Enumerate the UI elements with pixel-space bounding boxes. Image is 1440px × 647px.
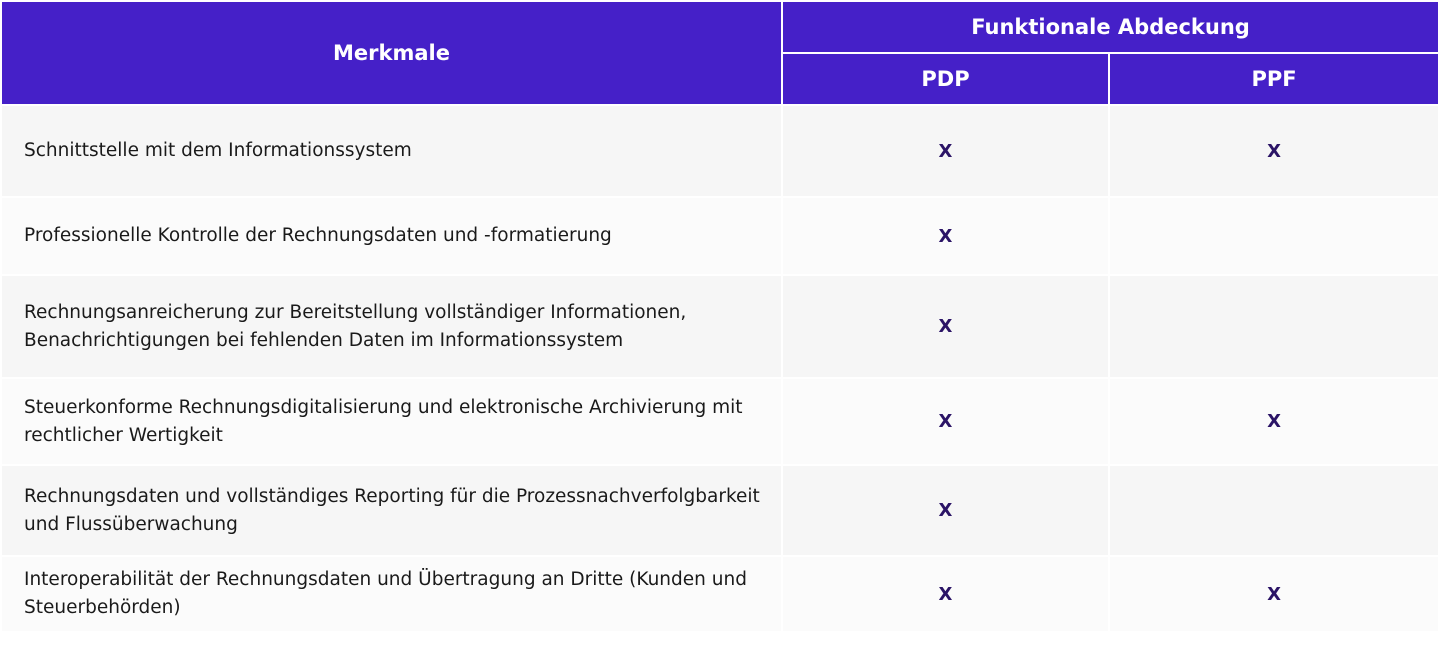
pdp-mark: X — [781, 377, 1110, 465]
ppf-mark: X — [1107, 104, 1439, 197]
table-row: Rechnungsdaten und vollständiges Reporti… — [2, 464, 1439, 556]
header-pdp: PDP — [781, 52, 1110, 106]
pdp-mark: X — [781, 104, 1110, 197]
header-features: Merkmale — [2, 2, 783, 106]
ppf-mark — [1107, 196, 1439, 275]
header-ppf: PPF — [1107, 52, 1439, 106]
table-row: Professionelle Kontrolle der Rechnungsda… — [2, 196, 1439, 275]
table-row: Rechnungsanreicherung zur Bereitstellung… — [2, 274, 1439, 378]
pdp-mark: X — [781, 196, 1110, 275]
feature-cell: Schnittstelle mit dem Informationssystem — [2, 104, 783, 197]
table-row: Interoperabilität der Rechnungsdaten und… — [2, 555, 1439, 631]
table-row: Schnittstelle mit dem Informationssystem… — [2, 104, 1439, 197]
header-functional-coverage: Funktionale Abdeckung — [780, 2, 1439, 54]
ppf-mark: X — [1107, 555, 1439, 631]
pdp-mark: X — [781, 555, 1110, 631]
table-row: Steuerkonforme Rechnungsdigitalisierung … — [2, 377, 1439, 465]
feature-cell: Rechnungsanreicherung zur Bereitstellung… — [2, 274, 783, 378]
feature-cell: Interoperabilität der Rechnungsdaten und… — [2, 555, 783, 631]
ppf-mark — [1107, 464, 1439, 556]
feature-cell: Rechnungsdaten und vollständiges Reporti… — [2, 464, 783, 556]
ppf-mark: X — [1107, 377, 1439, 465]
pdp-mark: X — [781, 464, 1110, 556]
functional-coverage-table: Merkmale Funktionale Abdeckung PDP PPF S… — [2, 2, 1439, 631]
pdp-mark: X — [781, 274, 1110, 378]
feature-cell: Professionelle Kontrolle der Rechnungsda… — [2, 196, 783, 275]
feature-cell: Steuerkonforme Rechnungsdigitalisierung … — [2, 377, 783, 465]
ppf-mark — [1107, 274, 1439, 378]
